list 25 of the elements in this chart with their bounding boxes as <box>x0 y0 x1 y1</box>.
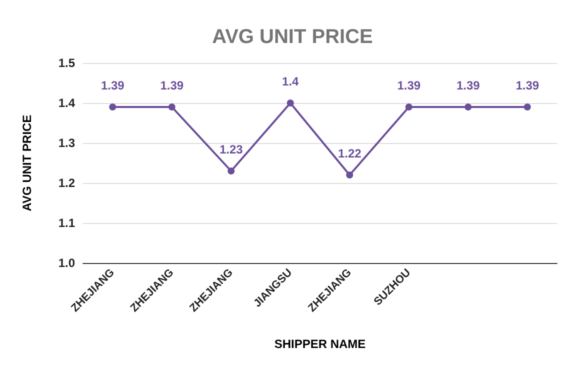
data-label: 1.39 <box>160 78 184 92</box>
y-tick-label: 1.3 <box>58 136 76 150</box>
x-axis-title: SHIPPER NAME <box>274 337 366 351</box>
data-label: 1.4 <box>282 74 300 88</box>
y-tick-label: 1.1 <box>58 216 76 230</box>
data-label: 1.39 <box>456 78 480 92</box>
data-label: 1.23 <box>219 142 244 156</box>
y-axis-title: AVG UNIT PRICE <box>20 114 34 212</box>
point <box>524 104 531 110</box>
y-tick-label: 1.5 <box>58 56 76 70</box>
point <box>464 104 472 110</box>
point <box>228 168 235 174</box>
y-tick-label: 1.0 <box>58 256 76 270</box>
point <box>109 104 116 110</box>
data-label: 1.22 <box>338 146 362 160</box>
point <box>346 172 354 178</box>
data-label: 1.39 <box>516 78 540 92</box>
y-tick-label: 1.2 <box>58 176 76 190</box>
point <box>286 100 294 106</box>
chart-title: AVG UNIT PRICE <box>212 26 373 48</box>
point <box>168 104 176 110</box>
data-label: 1.39 <box>100 78 125 92</box>
y-tick-label: 1.4 <box>58 96 76 110</box>
point <box>405 104 412 110</box>
data-label: 1.39 <box>397 78 421 92</box>
